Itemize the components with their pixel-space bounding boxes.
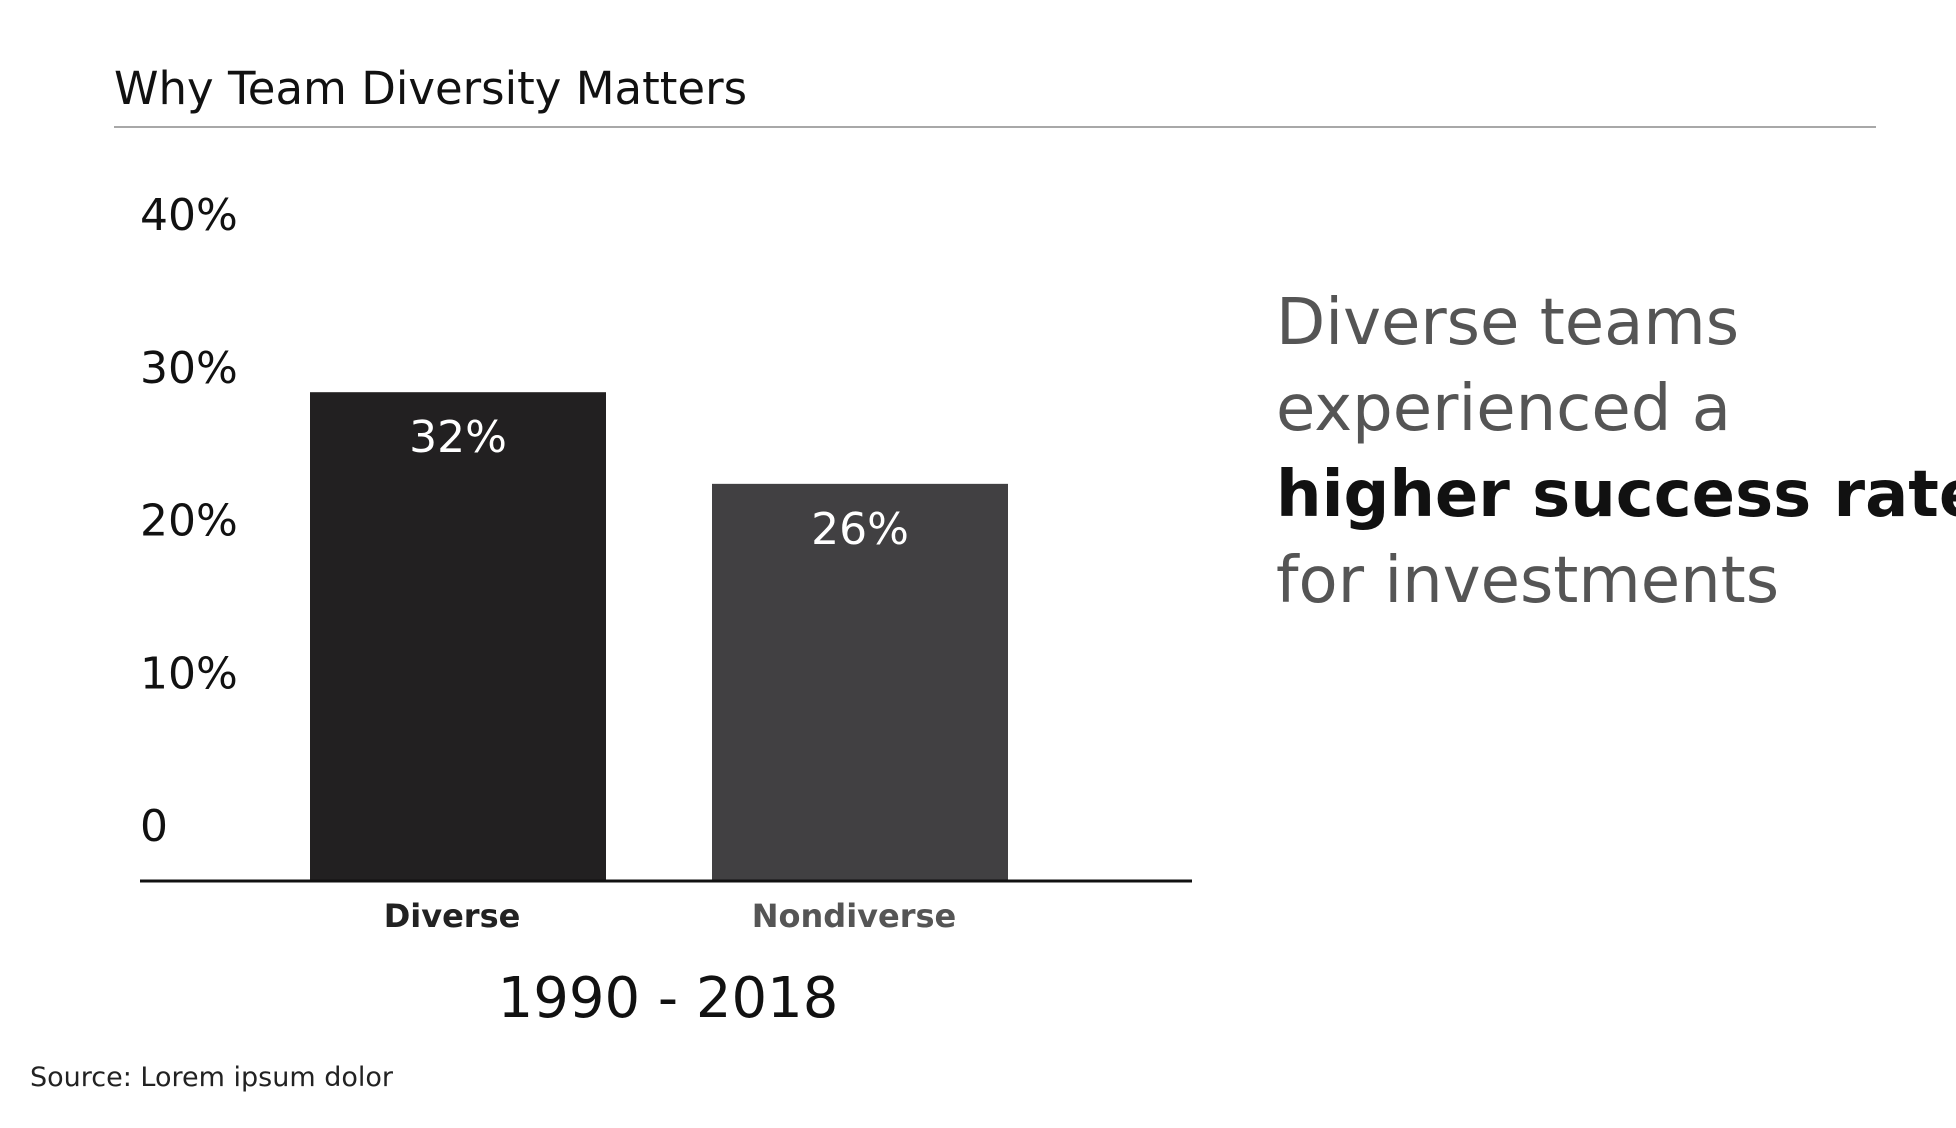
y-tick-label: 30%: [140, 343, 238, 394]
callout-line-4: for investments: [1276, 544, 1780, 618]
callout-line-2: experienced a: [1276, 372, 1731, 446]
x-axis-label: 1990 - 2018: [498, 966, 839, 1031]
y-tick-label: 0: [140, 801, 168, 852]
bar-value-label: 32%: [409, 412, 507, 463]
bar-value-label: 26%: [811, 504, 909, 555]
chart-title: Why Team Diversity Matters: [114, 62, 748, 115]
y-tick-label: 20%: [140, 496, 238, 547]
category-label-nondiverse: Nondiverse: [752, 897, 957, 935]
callout-emphasis: higher success rate: [1276, 458, 1956, 532]
category-labels: Diverse Nondiverse: [384, 897, 957, 935]
category-label-diverse: Diverse: [384, 897, 521, 935]
y-axis-ticks: 0 10% 20% 30% 40%: [140, 190, 238, 852]
bars: [310, 392, 1008, 881]
callout-line-1: Diverse teams: [1276, 286, 1740, 360]
bar-nondiverse: [712, 483, 1008, 881]
bar-diverse: [310, 392, 606, 881]
y-tick-label: 10%: [140, 648, 238, 699]
callout-text: Diverse teams experienced a higher succe…: [1276, 280, 1956, 624]
bar-data-labels: 32% 26%: [409, 412, 909, 555]
title-divider: [114, 126, 1876, 128]
source-note: Source: Lorem ipsum dolor: [30, 1062, 393, 1093]
y-tick-label: 40%: [140, 190, 238, 241]
